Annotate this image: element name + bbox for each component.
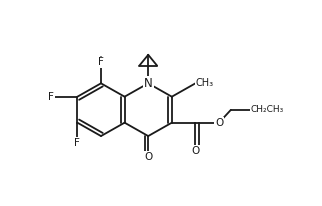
Text: O: O: [215, 118, 223, 128]
Text: O: O: [144, 152, 152, 162]
Text: F: F: [48, 92, 54, 102]
Text: F: F: [74, 138, 80, 148]
Text: O: O: [191, 146, 200, 156]
Text: CH₃: CH₃: [195, 78, 213, 88]
Text: CH₂CH₃: CH₂CH₃: [251, 105, 284, 114]
Text: F: F: [98, 57, 104, 67]
Text: N: N: [144, 77, 153, 90]
